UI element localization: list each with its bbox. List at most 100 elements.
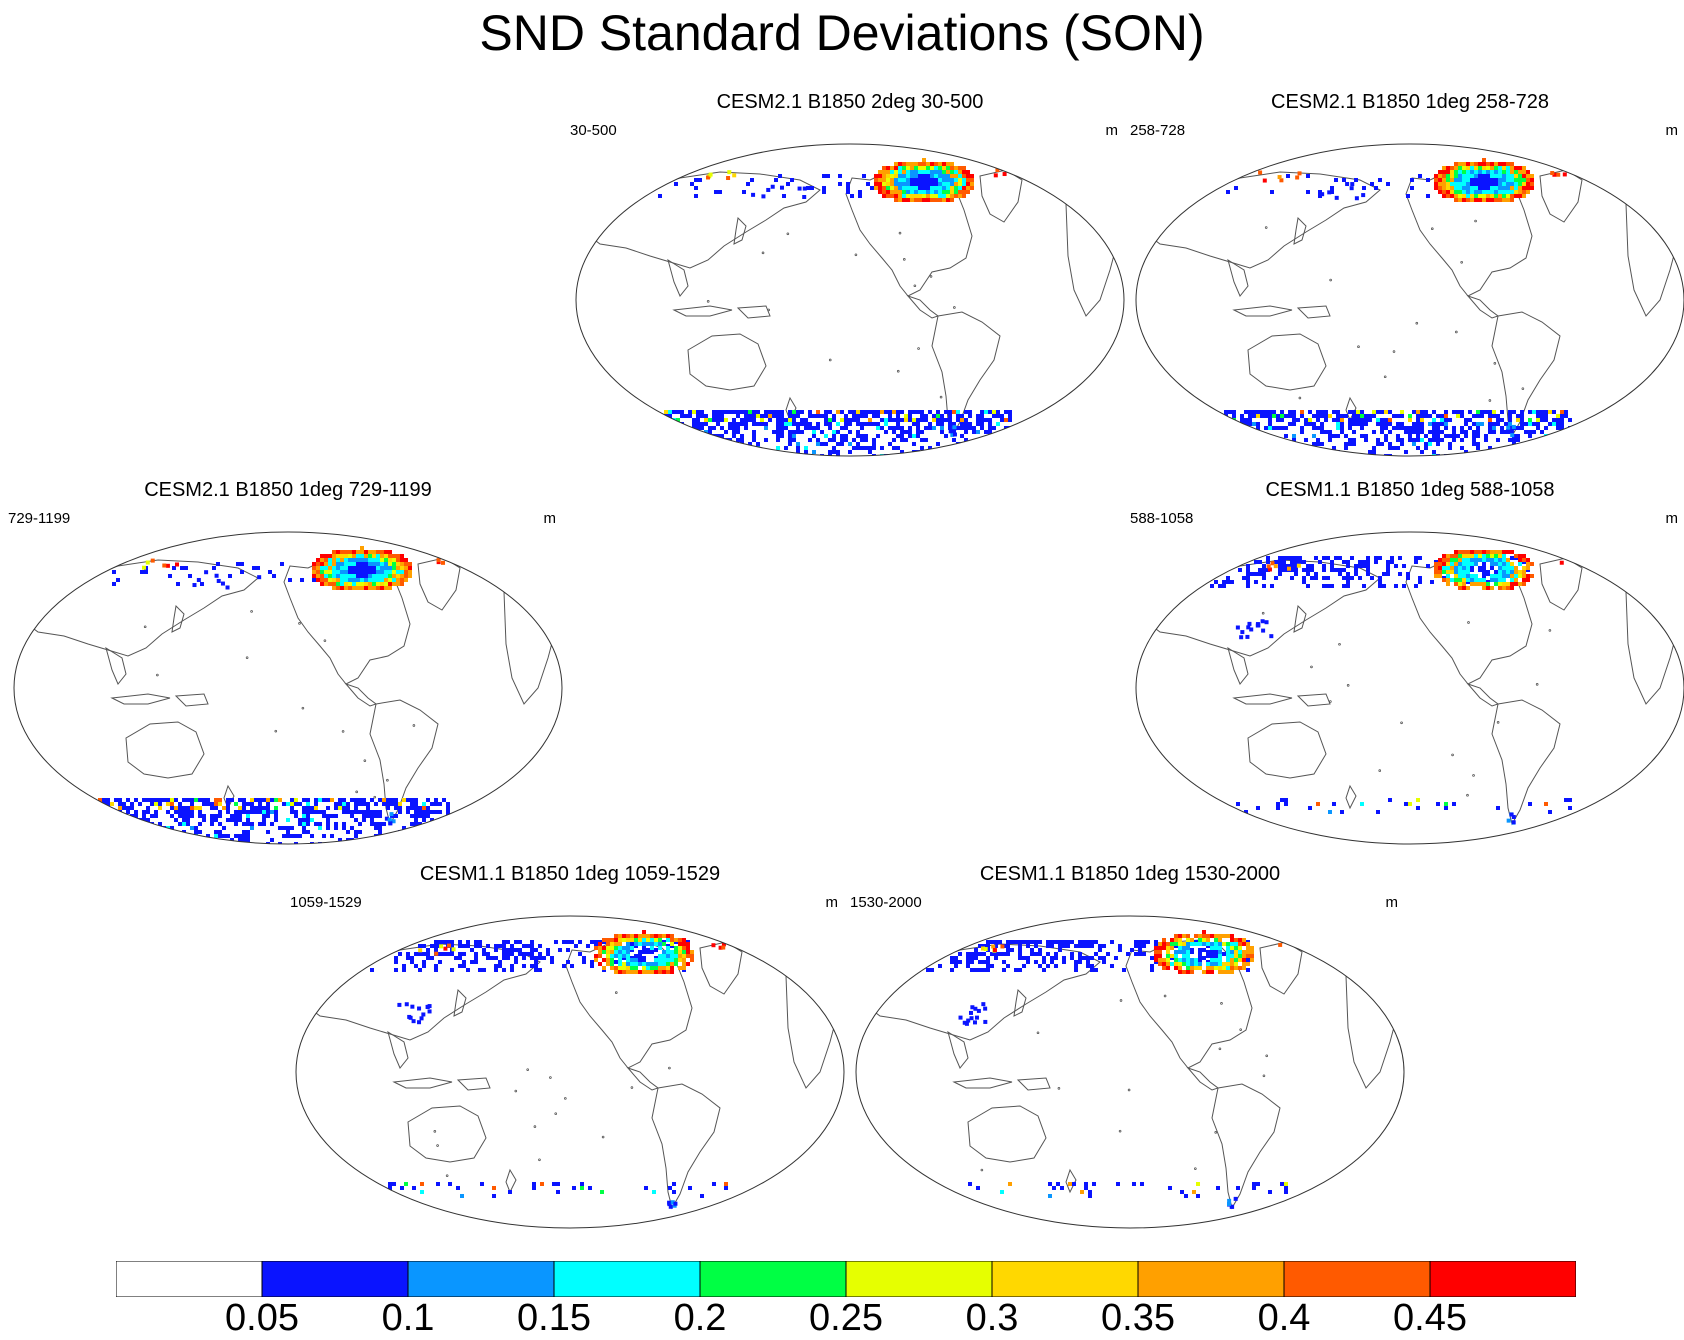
snow-sd-cell [666, 958, 670, 962]
snow-sd-cell [942, 194, 946, 198]
snow-sd-cell [890, 186, 894, 190]
snow-sd-cell [404, 562, 408, 566]
coastline [456, 1077, 491, 1091]
snow-sd-cell [1506, 574, 1510, 578]
snow-sd-cell [1474, 578, 1478, 582]
snow-sd-cell [736, 414, 740, 418]
snow-sd-cell [1116, 1182, 1120, 1186]
snow-sd-cell [1354, 178, 1358, 182]
snow-sd-cell [498, 944, 502, 948]
snow-sd-cell [1442, 186, 1446, 190]
snow-sd-cell [1264, 426, 1268, 430]
snow-sd-cell [988, 410, 992, 414]
snow-sd-cell [1450, 562, 1454, 566]
snow-sd-cell [1052, 1186, 1056, 1190]
snow-sd-cell [954, 170, 958, 174]
snow-sd-cell [646, 934, 650, 938]
snow-sd-cell [360, 578, 364, 582]
snow-sd-cell [670, 954, 674, 958]
snow-sd-cell [202, 802, 206, 806]
snow-sd-cell [996, 410, 1000, 414]
snow-sd-cell [950, 956, 954, 960]
snow-sd-cell [688, 410, 692, 414]
snow-sd-cell [1452, 434, 1456, 438]
snow-sd-cell [354, 810, 358, 814]
snow-sd-cell [290, 826, 294, 830]
snow-sd-cell [290, 798, 294, 802]
snow-sd-cell [558, 948, 562, 952]
snow-sd-cell [1556, 422, 1560, 426]
snow-sd-cell [510, 964, 514, 968]
snow-sd-cell [670, 1200, 675, 1205]
snow-sd-cell [514, 960, 518, 964]
snow-sd-cell [804, 446, 808, 450]
snow-sd-cell [246, 838, 250, 842]
snow-sd-cell [898, 194, 902, 198]
snow-sd-cell [986, 956, 990, 960]
snow-sd-cell [1376, 810, 1380, 814]
snow-sd-cell [922, 162, 926, 166]
snow-sd-cell [1466, 174, 1470, 178]
snow-sd-cell [1536, 418, 1540, 422]
island [761, 251, 765, 255]
snow-sd-cell [946, 194, 950, 198]
snow-sd-cell [1522, 570, 1526, 574]
snow-sd-cell [154, 814, 158, 818]
snow-sd-cell [796, 450, 800, 454]
snow-sd-cell [1362, 584, 1366, 588]
snow-sd-cell [1346, 584, 1350, 588]
snow-sd-cell [1510, 190, 1514, 194]
snow-sd-cell [1494, 186, 1498, 190]
snow-sd-cell [1444, 434, 1448, 438]
coastline [1345, 784, 1357, 810]
snow-sd-cell [964, 410, 968, 414]
snow-sd-cell [1174, 938, 1178, 942]
snow-sd-cell [1520, 422, 1524, 426]
snow-sd-cell [364, 558, 368, 562]
snow-sd-cell [1506, 558, 1510, 562]
snow-sd-cell [880, 418, 884, 422]
snow-sd-cell [708, 418, 712, 422]
snow-sd-cell [314, 810, 318, 814]
snow-sd-cell [626, 954, 630, 958]
snow-sd-cell [1532, 430, 1536, 434]
snow-sd-cell [948, 422, 952, 426]
snow-sd-cell [936, 410, 940, 414]
snow-sd-cell [986, 964, 990, 968]
snow-sd-cell [992, 410, 996, 414]
snow-sd-cell [816, 410, 820, 414]
snow-sd-cell [708, 430, 712, 434]
panel-title: CESM1.1 B1850 1deg 588-1058 [1265, 479, 1555, 501]
snow-sd-cell [904, 438, 908, 442]
snow-sd-cell [314, 822, 318, 826]
snow-sd-cell [1470, 582, 1474, 586]
snow-sd-cell [106, 802, 110, 806]
snow-sd-cell [1536, 410, 1540, 414]
snow-sd-cell [1002, 968, 1006, 972]
snow-sd-cell [1218, 950, 1222, 954]
snow-sd-cell [954, 186, 958, 190]
snow-sd-cell [430, 818, 434, 822]
snow-sd-cell [546, 948, 550, 952]
snow-sd-cell [443, 946, 448, 951]
map-panel-cesm2-2deg-30-500: CESM2.1 B1850 2deg 30-500 30-500 m [570, 90, 1130, 460]
snow-sd-cell [1102, 960, 1106, 964]
snow-sd-cell [397, 1002, 402, 1007]
coastline [672, 305, 733, 317]
snow-sd-cell [410, 1004, 415, 1009]
snow-sd-cell [1026, 944, 1030, 948]
snow-sd-cell [896, 414, 900, 418]
snow-sd-cell [384, 550, 388, 554]
snow-sd-cell [832, 430, 836, 434]
snow-sd-cell [1278, 942, 1283, 947]
snow-sd-cell [1246, 584, 1250, 588]
snow-sd-cell [930, 174, 934, 178]
snow-sd-cell [926, 166, 930, 170]
snow-sd-cell [788, 422, 792, 426]
snow-sd-cell [1327, 190, 1332, 195]
snow-sd-cell [1106, 952, 1110, 956]
snow-sd-cell [618, 958, 622, 962]
snow-sd-cell [1442, 578, 1446, 582]
snow-sd-cell [1526, 170, 1530, 174]
snow-sd-cell [1002, 172, 1007, 177]
